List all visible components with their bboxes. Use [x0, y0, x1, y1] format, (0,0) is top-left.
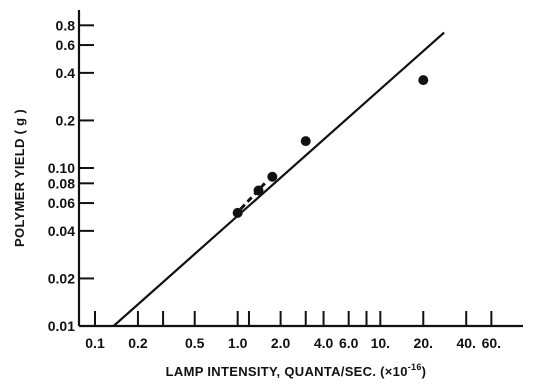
- y-tick-label: 0.04: [48, 223, 75, 239]
- y-tick-label: 0.02: [48, 270, 75, 286]
- x-tick-label: 0.1: [85, 335, 105, 351]
- data-point: [267, 171, 278, 182]
- data-point: [418, 75, 429, 86]
- x-ticks: 0.1 0.2 0.5 1.0 2.0 4.0 6.0 10. 20. 40. 60.: [85, 311, 501, 351]
- x-tick-label: 4.0: [314, 335, 334, 351]
- x-tick-label: 2.0: [271, 335, 291, 351]
- x-tick-label: 40.: [456, 335, 475, 351]
- y-tick-label: 0.10: [48, 160, 75, 176]
- y-tick-label: 0.08: [48, 175, 75, 191]
- y-tick-label: 0.01: [48, 318, 75, 334]
- series: [112, 31, 445, 327]
- y-tick-label: 0.6: [56, 37, 76, 53]
- axes: [77, 10, 523, 328]
- x-axis-title-exponent: -16: [408, 362, 422, 372]
- data-point: [253, 185, 264, 196]
- y-tick-label: 0.4: [56, 65, 76, 81]
- x-tick-label: 0.5: [185, 335, 205, 351]
- y-tick-label: 0.06: [48, 195, 75, 211]
- x-tick-label: 10.: [371, 335, 390, 351]
- x-tick-label: 6.0: [339, 335, 359, 351]
- data-point: [300, 136, 311, 147]
- x-axis-title-close: ): [422, 364, 427, 379]
- x-tick-label: 0.2: [128, 335, 148, 351]
- x-tick-label: 20.: [414, 335, 433, 351]
- y-axis-title: POLYMER YIELD ( g ): [12, 109, 27, 247]
- y-tick-label: 0.8: [56, 17, 76, 33]
- dashed-segment: [239, 182, 266, 211]
- x-axis-title-main: LAMP INTENSITY, QUANTA/SEC. (×10: [166, 364, 408, 379]
- y-ticks: 0.01 0.02 0.04 0.06 0.080.10 0.2 0.4 0.6 0.8: [48, 17, 94, 334]
- x-tick-label: 1.0: [228, 335, 248, 351]
- y-tick-label: 0.2: [56, 112, 76, 128]
- x-axis-title: LAMP INTENSITY, QUANTA/SEC. (×10-16): [166, 362, 427, 379]
- fit-line: [112, 31, 445, 327]
- x-tick-label: 60.: [482, 335, 501, 351]
- data-point: [232, 207, 243, 218]
